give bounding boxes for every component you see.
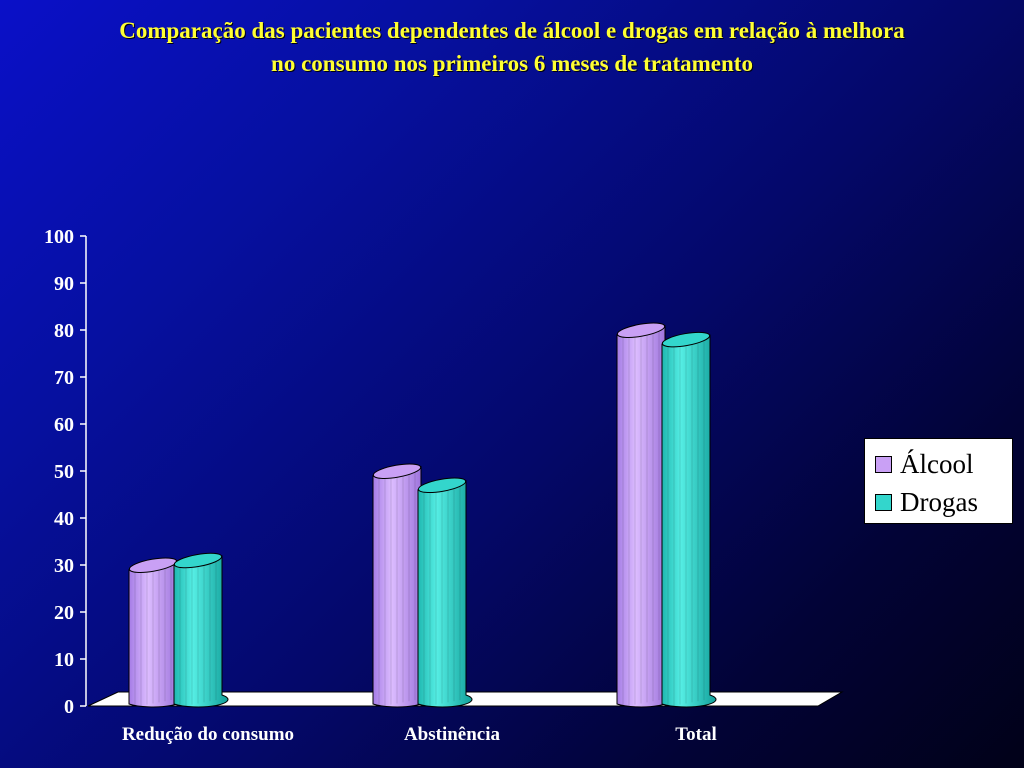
y-tick-label: 30 bbox=[54, 555, 74, 577]
bar-top bbox=[661, 331, 711, 348]
y-tick-label: 100 bbox=[44, 226, 74, 248]
bar-body bbox=[661, 334, 717, 708]
bar-series bbox=[128, 322, 717, 708]
legend-label-alcool: Álcool bbox=[900, 448, 974, 479]
chart-title-line-2: no consumo nos primeiros 6 meses de trat… bbox=[271, 51, 753, 76]
y-tick-label: 50 bbox=[54, 461, 74, 483]
y-tick-label: 20 bbox=[54, 602, 74, 624]
y-axis: 0 10 20 30 40 50 60 70 80 90 100 bbox=[44, 226, 87, 718]
bar-drogas-0 bbox=[173, 552, 229, 708]
chart-title: Comparação das pacientes dependentes de … bbox=[0, 14, 1024, 80]
x-axis-labels: Redução do consumo Abstinência Total bbox=[122, 724, 717, 745]
bar-alcool-2 bbox=[616, 322, 672, 708]
bar-alcool-1 bbox=[372, 463, 428, 708]
y-tick-label: 0 bbox=[64, 696, 74, 718]
chart-title-line-1: Comparação das pacientes dependentes de … bbox=[119, 18, 905, 43]
y-tick-label: 70 bbox=[54, 367, 74, 389]
bar-body bbox=[417, 480, 473, 708]
bar-drogas-1 bbox=[417, 477, 473, 708]
y-tick-label: 60 bbox=[54, 414, 74, 436]
y-tick-label: 10 bbox=[54, 649, 74, 671]
y-tick-label: 40 bbox=[54, 508, 74, 530]
bar-body bbox=[173, 555, 229, 708]
legend-swatch-alcool bbox=[875, 455, 892, 473]
x-category-label: Abstinência bbox=[404, 724, 501, 745]
x-category-label: Total bbox=[675, 724, 717, 745]
legend: Álcool Drogas bbox=[864, 438, 1013, 524]
bar-top bbox=[616, 322, 666, 338]
legend-swatch-drogas bbox=[875, 493, 892, 511]
bar-drogas-2 bbox=[661, 331, 717, 708]
bar-top bbox=[372, 463, 422, 479]
legend-item-drogas: Drogas bbox=[875, 483, 1012, 521]
y-tick-label: 80 bbox=[54, 320, 74, 342]
bar-alcool-0 bbox=[128, 557, 184, 708]
legend-item-alcool: Álcool bbox=[875, 445, 1012, 483]
bar-top bbox=[173, 552, 223, 569]
legend-label-drogas: Drogas bbox=[900, 486, 978, 517]
y-tick-label: 90 bbox=[54, 273, 74, 295]
bar-top bbox=[417, 477, 467, 494]
x-category-label: Redução do consumo bbox=[122, 724, 294, 745]
